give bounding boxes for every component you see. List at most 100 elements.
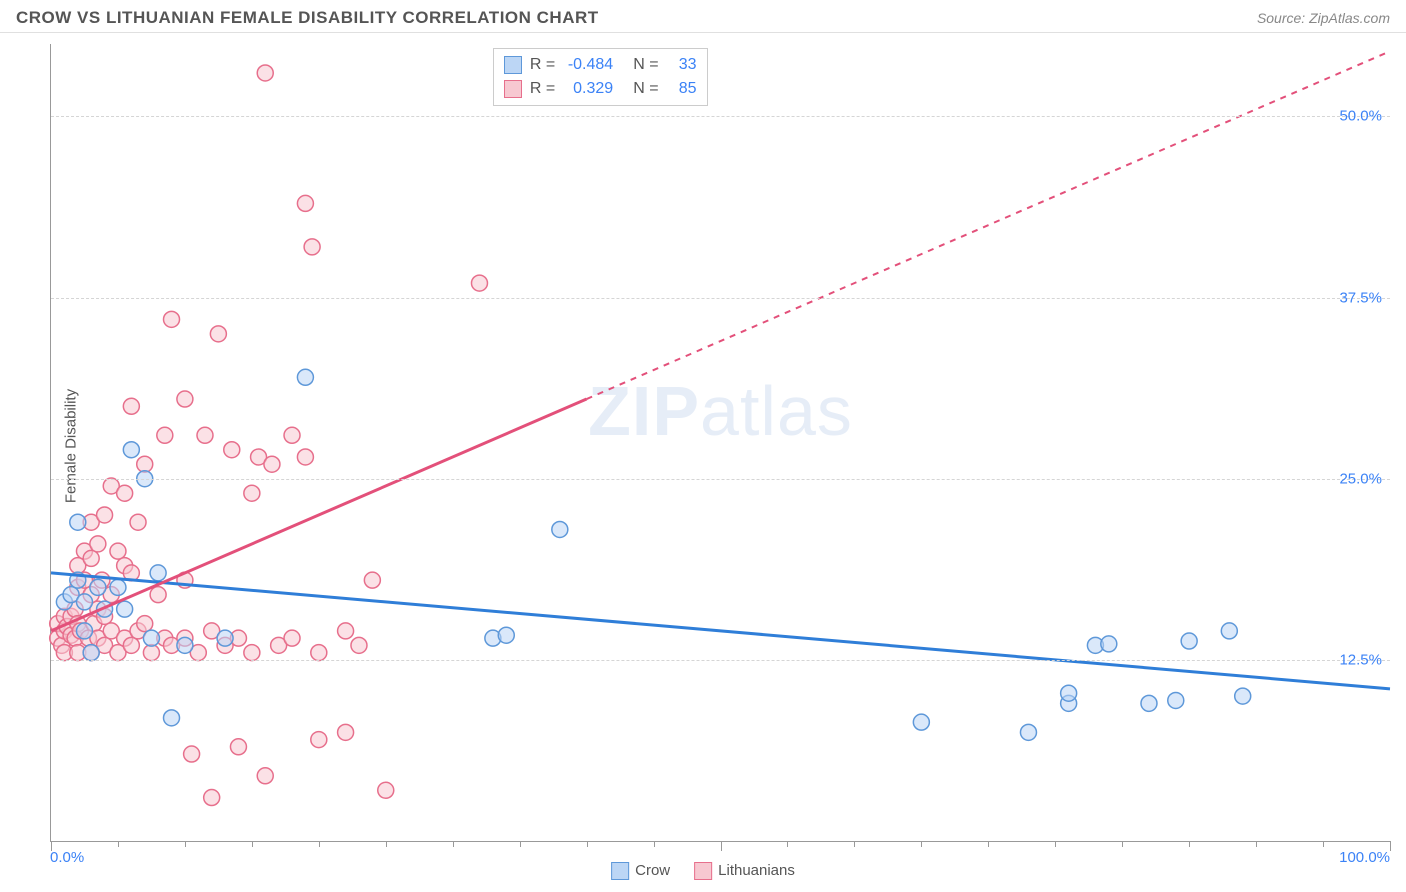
x-minor-tick: [587, 841, 588, 847]
legend-swatch: [694, 862, 712, 880]
scatter-point: [311, 732, 327, 748]
x-minor-tick: [921, 841, 922, 847]
scatter-point: [1221, 623, 1237, 639]
scatter-point: [311, 645, 327, 661]
scatter-point: [1181, 633, 1197, 649]
scatter-point: [90, 579, 106, 595]
scatter-point: [83, 550, 99, 566]
scatter-point: [378, 782, 394, 798]
legend-r-label: R =: [530, 77, 555, 101]
legend-r-value: -0.484: [563, 53, 613, 77]
gridline: [51, 660, 1390, 661]
legend-label: Crow: [635, 862, 670, 879]
x-minor-tick: [319, 841, 320, 847]
scatter-point: [297, 369, 313, 385]
chart-title: CROW VS LITHUANIAN FEMALE DISABILITY COR…: [16, 8, 599, 28]
correlation-legend: R =-0.484N =33R =0.329N =85: [493, 48, 708, 106]
scatter-point: [204, 790, 220, 806]
legend-item: Lithuanians: [694, 862, 795, 880]
scatter-point: [338, 724, 354, 740]
gridline: [51, 116, 1390, 117]
scatter-point: [137, 616, 153, 632]
x-minor-tick: [787, 841, 788, 847]
scatter-point: [364, 572, 380, 588]
scatter-point: [83, 645, 99, 661]
legend-n-value: 33: [667, 53, 697, 77]
x-axis-min-label: 0.0%: [50, 849, 84, 866]
scatter-point: [1061, 685, 1077, 701]
scatter-point: [143, 630, 159, 646]
scatter-point: [257, 768, 273, 784]
series-legend: Crow Lithuanians: [611, 862, 795, 880]
scatter-point: [297, 195, 313, 211]
x-minor-tick: [453, 841, 454, 847]
legend-r-label: R =: [530, 53, 555, 77]
x-minor-tick: [1055, 841, 1056, 847]
scatter-point: [244, 645, 260, 661]
scatter-point: [264, 456, 280, 472]
scatter-point: [164, 710, 180, 726]
x-minor-tick: [1256, 841, 1257, 847]
scatter-point: [76, 623, 92, 639]
scatter-point: [244, 485, 260, 501]
scatter-point: [498, 627, 514, 643]
x-minor-tick: [118, 841, 119, 847]
y-tick-label: 37.5%: [1339, 289, 1382, 306]
legend-swatch: [504, 80, 522, 98]
scatter-point: [471, 275, 487, 291]
scatter-point: [76, 594, 92, 610]
scatter-point: [210, 326, 226, 342]
scatter-point: [284, 630, 300, 646]
scatter-point: [177, 637, 193, 653]
scatter-point: [1101, 636, 1117, 652]
legend-row: R =0.329N =85: [504, 77, 697, 101]
scatter-point: [150, 565, 166, 581]
legend-row: R =-0.484N =33: [504, 53, 697, 77]
scatter-point: [137, 456, 153, 472]
legend-n-value: 85: [667, 77, 697, 101]
legend-label: Lithuanians: [718, 862, 795, 879]
chart-header: CROW VS LITHUANIAN FEMALE DISABILITY COR…: [0, 0, 1406, 33]
x-minor-tick: [1122, 841, 1123, 847]
gridline: [51, 298, 1390, 299]
scatter-point: [304, 239, 320, 255]
x-major-tick: [1390, 841, 1391, 851]
legend-n-label: N =: [633, 77, 658, 101]
y-tick-label: 25.0%: [1339, 470, 1382, 487]
x-major-tick: [721, 841, 722, 851]
scatter-point: [110, 543, 126, 559]
scatter-point: [1020, 724, 1036, 740]
x-minor-tick: [252, 841, 253, 847]
gridline: [51, 479, 1390, 480]
scatter-point: [297, 449, 313, 465]
scatter-point: [70, 514, 86, 530]
x-minor-tick: [988, 841, 989, 847]
scatter-point: [351, 637, 367, 653]
scatter-point: [123, 637, 139, 653]
x-minor-tick: [386, 841, 387, 847]
scatter-point: [123, 442, 139, 458]
x-minor-tick: [854, 841, 855, 847]
scatter-point: [197, 427, 213, 443]
scatter-point: [224, 442, 240, 458]
scatter-point: [338, 623, 354, 639]
scatter-point: [110, 579, 126, 595]
scatter-point: [117, 601, 133, 617]
legend-item: Crow: [611, 862, 670, 880]
scatter-chart: ZIPatlas R =-0.484N =33R =0.329N =85 12.…: [50, 44, 1390, 842]
chart-source: Source: ZipAtlas.com: [1257, 10, 1390, 26]
scatter-point: [913, 714, 929, 730]
x-minor-tick: [654, 841, 655, 847]
scatter-point: [164, 311, 180, 327]
x-minor-tick: [185, 841, 186, 847]
scatter-point: [123, 398, 139, 414]
scatter-point: [230, 739, 246, 755]
scatter-point: [284, 427, 300, 443]
scatter-point: [130, 514, 146, 530]
chart-svg: [51, 44, 1390, 841]
y-tick-label: 12.5%: [1339, 651, 1382, 668]
scatter-point: [90, 536, 106, 552]
scatter-point: [157, 427, 173, 443]
legend-swatch: [504, 56, 522, 74]
scatter-point: [117, 485, 133, 501]
